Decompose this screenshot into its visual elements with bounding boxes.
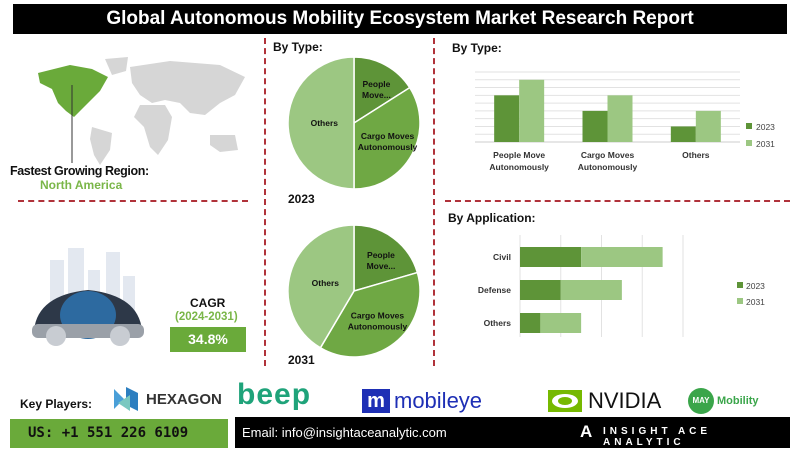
bar [582, 110, 608, 142]
bar [494, 95, 520, 142]
pie-slice-label-line: Move... [362, 90, 391, 100]
bar-segment [520, 280, 561, 300]
bar [519, 79, 545, 142]
bar [670, 126, 696, 142]
bar-chart-by-application: Civil Defense Others 2023 2031 [478, 235, 765, 337]
legend-swatch [746, 140, 752, 146]
hexagon-logo-icon [114, 387, 138, 411]
may-mobility-logo-text: Mobility [717, 395, 759, 407]
legend-label: 2031 [746, 297, 765, 307]
divider [18, 200, 248, 202]
bar-segment [520, 247, 582, 267]
pie-slice-label-line: People [363, 79, 391, 89]
legend-label: 2023 [756, 122, 775, 132]
category-label: Cargo Moves Autonomously [578, 150, 638, 172]
bar-segment [520, 313, 541, 333]
category-label-line: Autonomously [578, 162, 638, 172]
map-africa [134, 105, 172, 155]
pie-slice-label: Cargo Moves Autonomously [358, 131, 418, 152]
bar [695, 110, 721, 142]
logo-beep: beep [237, 378, 312, 411]
bar-chart-title: By Type: [452, 41, 502, 55]
hexagon-logo-text: HEXAGON [146, 390, 222, 408]
email-contact[interactable]: Email: info@insightaceanalytic.com [242, 425, 447, 440]
divider [433, 38, 435, 366]
insight-ace-logo-icon: A [580, 422, 593, 441]
bar-segment [540, 313, 582, 333]
nvidia-logo-text: NVIDIA [588, 388, 662, 413]
category-label-line: People Move [493, 150, 545, 160]
pie-caption-2023: 2023 [288, 192, 315, 206]
legend-label: 2031 [756, 139, 775, 149]
pie-slice-label-line: Cargo Moves [351, 311, 405, 321]
pie-slice [353, 56, 411, 125]
key-players-label: Key Players: [20, 397, 93, 411]
pie-slice-label: Others [311, 118, 339, 128]
nvidia-eye-icon [548, 390, 582, 412]
category-label: Others [682, 150, 710, 160]
may-logo-icon: MAY [688, 388, 714, 414]
category-label: Others [484, 318, 512, 328]
category-label-line: Autonomously [489, 162, 549, 172]
legend-swatch [746, 123, 752, 129]
category-label: Defense [478, 285, 511, 295]
map-south-america [90, 127, 112, 165]
pie-slice-label-line: Others [311, 118, 339, 128]
pie-slice [353, 86, 421, 190]
pie-slice [353, 224, 419, 292]
category-label-line: Others [682, 150, 710, 160]
bar-chart-by-type: People Move Autonomously Cargo Moves Autono… [475, 71, 775, 172]
pie-chart-2031: People Move... Cargo Moves Autonomously Othe… [287, 224, 421, 358]
bar-segment [581, 247, 663, 267]
pie-slice-label: Others [312, 278, 340, 288]
category-label: Civil [493, 252, 511, 262]
mobileye-logo-text: mobileye [394, 388, 483, 413]
legend-label: 2023 [746, 281, 765, 291]
pie-slice [287, 224, 355, 349]
legend-swatch [737, 282, 743, 288]
mobileye-logo-icon: m [362, 389, 390, 413]
pie-slice-label-line: Autonomously [348, 322, 408, 332]
cagr-period: (2024-2031) [175, 311, 238, 323]
divider [264, 38, 266, 366]
region-value: North America [40, 178, 123, 192]
map-europe-asia [130, 61, 245, 115]
pie-section-title: By Type: [273, 40, 323, 54]
pie-slice-label-line: Cargo Moves [361, 131, 415, 141]
pie-slice-label-line: Others [312, 278, 340, 288]
logo-nvidia: NVIDIA [548, 388, 661, 414]
phone-contact[interactable]: US: +1 551 226 6109 [10, 419, 228, 448]
pie-slice [287, 56, 355, 190]
pie-slice-label-line: Autonomously [358, 142, 418, 152]
logo-mobileye: m mobileye [362, 388, 482, 414]
map-greenland [105, 57, 128, 75]
pie-caption-2031: 2031 [288, 353, 315, 367]
region-label: Fastest Growing Region: [10, 164, 149, 178]
category-label: People Move Autonomously [489, 150, 549, 172]
pie-slice-label: People Move... [367, 250, 396, 271]
world-map [38, 57, 245, 165]
pie-slice-label-line: People [367, 250, 395, 260]
pie-slice-label: People Move... [362, 79, 391, 100]
pie-slice [319, 271, 421, 358]
pie-chart-2023: People Move... Cargo Moves Autonomously Othe… [287, 56, 421, 190]
pie-slice-label-line: Move... [367, 261, 396, 271]
map-australia [210, 135, 238, 152]
autonomous-car-illustration [32, 248, 144, 346]
bar-segment [560, 280, 622, 300]
footer-bar: Email: info@insightaceanalytic.com A INS… [235, 417, 790, 448]
category-label-line: Cargo Moves [581, 150, 635, 160]
cagr-label: CAGR [190, 296, 226, 310]
bar [607, 95, 633, 142]
hbar-chart-title: By Application: [448, 211, 536, 225]
pie-slice-label: Cargo Moves Autonomously [348, 311, 408, 332]
logo-hexagon: HEXAGON [110, 385, 222, 413]
legend-swatch [737, 298, 743, 304]
report-title: Global Autonomous Mobility Ecosystem Mar… [13, 4, 787, 34]
brand-name: INSIGHT ACE ANALYTIC [603, 426, 712, 448]
logo-may-mobility: MAY Mobility [688, 388, 759, 414]
divider [445, 200, 790, 202]
cagr-value: 34.8% [170, 327, 246, 352]
map-north-america [38, 65, 108, 117]
